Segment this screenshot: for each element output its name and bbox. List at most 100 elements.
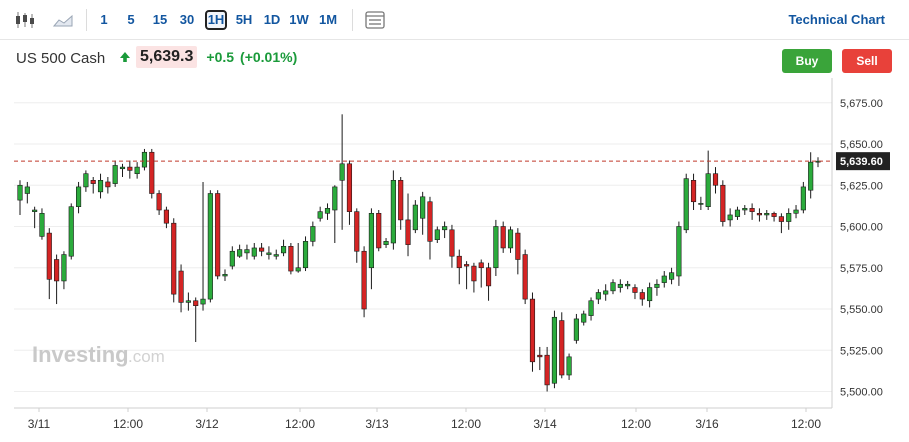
- candle: [127, 160, 133, 179]
- candle-body-up: [434, 229, 440, 241]
- candle-body-up: [581, 313, 587, 323]
- candle: [119, 163, 126, 177]
- candle: [244, 244, 250, 260]
- candle-body-down: [346, 163, 353, 212]
- interval-1mo[interactable]: 1M: [318, 12, 338, 27]
- interval-1d[interactable]: 1D: [263, 12, 281, 27]
- interval-15m[interactable]: 15: [152, 12, 168, 27]
- candle: [778, 213, 784, 234]
- candle: [266, 246, 272, 260]
- candle: [734, 206, 741, 220]
- candle: [75, 181, 82, 214]
- technical-chart-link[interactable]: Technical Chart: [788, 12, 885, 27]
- watermark-suffix: .com: [128, 347, 165, 366]
- candle-body-up: [244, 249, 250, 254]
- candle: [625, 280, 631, 290]
- candle: [390, 170, 396, 250]
- candle: [478, 259, 484, 288]
- candle: [566, 353, 572, 380]
- candle-body-up: [551, 316, 558, 384]
- interval-5m[interactable]: 5: [127, 12, 135, 27]
- interval-30m[interactable]: 30: [179, 12, 195, 27]
- candle: [581, 310, 587, 326]
- candle-body-down: [398, 180, 404, 221]
- y-tick-label: 5,550.00: [840, 304, 883, 316]
- candle-body-down: [127, 166, 133, 171]
- candle-body-down: [259, 247, 265, 252]
- candle: [405, 193, 411, 257]
- y-tick-label: 5,525.00: [840, 345, 883, 357]
- candle: [764, 210, 770, 220]
- candle-body-down: [46, 232, 52, 280]
- candle-body-down: [756, 213, 763, 216]
- candlestick-chart-icon[interactable]: [14, 10, 36, 30]
- candle-body-down: [632, 287, 638, 293]
- quote-header: US 500 Cash 5,639.3 +0.5 (+0.01%) Buy Se…: [0, 40, 909, 78]
- candle-body-up: [808, 161, 814, 191]
- candle: [288, 243, 294, 275]
- candle: [493, 219, 499, 276]
- candle: [46, 228, 52, 300]
- interval-1h[interactable]: 1H: [205, 10, 227, 30]
- candle-body-down: [215, 193, 221, 277]
- price-change: +0.5: [206, 49, 235, 65]
- price-chart[interactable]: Investing .com 5,675.00 5,650.00 5,625.00 5…: [0, 78, 909, 437]
- candle-body-down: [105, 181, 111, 188]
- y-tick-label: 5,500.00: [840, 387, 883, 399]
- candle: [83, 170, 89, 192]
- x-tick-label: 3/16: [695, 417, 719, 431]
- candle: [720, 180, 726, 227]
- candle-body-up: [625, 283, 631, 287]
- candle: [661, 271, 667, 288]
- candle: [756, 208, 763, 222]
- candle: [507, 226, 514, 253]
- candle-body-down: [171, 222, 177, 295]
- candle: [529, 292, 536, 372]
- candle: [215, 190, 221, 280]
- candle: [434, 226, 440, 243]
- y-tick-label: 5,675.00: [840, 98, 883, 110]
- candle: [712, 167, 719, 194]
- candle-body-up: [654, 283, 660, 288]
- indicators-panel-icon[interactable]: [364, 10, 386, 30]
- candle: [771, 211, 777, 222]
- candle: [464, 261, 470, 290]
- candle: [141, 148, 148, 171]
- x-tick-label: 12:00: [451, 417, 481, 431]
- candle: [749, 203, 755, 220]
- candle-body-down: [749, 208, 755, 212]
- candle: [61, 251, 67, 290]
- candle-body-up: [764, 213, 770, 216]
- candle-body-down: [720, 184, 726, 222]
- candle: [537, 346, 543, 371]
- candle-body-up: [339, 163, 345, 181]
- candle: [639, 289, 645, 306]
- sell-button[interactable]: Sell: [842, 49, 892, 73]
- candle-body-up: [17, 184, 23, 201]
- candle-body-down: [690, 180, 697, 203]
- candle: [346, 160, 353, 225]
- interval-1m[interactable]: 1: [100, 12, 108, 27]
- candle-body-up: [786, 213, 792, 222]
- candle-body-down: [464, 264, 470, 267]
- candle: [156, 190, 162, 215]
- candle-body-down: [354, 211, 360, 252]
- candle: [610, 279, 616, 295]
- candle: [339, 114, 345, 230]
- interval-1w[interactable]: 1W: [289, 12, 309, 27]
- candle-body-up: [317, 211, 323, 219]
- candle: [39, 208, 45, 240]
- candlestick-chart-svg[interactable]: Investing .com 5,675.00 5,650.00 5,625.00 5…: [0, 78, 909, 437]
- candle: [427, 196, 433, 260]
- candle: [647, 282, 653, 308]
- candle-body-up: [493, 226, 499, 269]
- candle: [317, 206, 323, 222]
- candle-body-up: [24, 186, 30, 194]
- last-price: 5,639.3: [136, 46, 198, 68]
- interval-5h[interactable]: 5H: [235, 12, 253, 27]
- candle-body-down: [54, 259, 60, 282]
- candle-body-up: [669, 272, 675, 280]
- buy-button[interactable]: Buy: [782, 49, 832, 73]
- area-chart-icon[interactable]: [52, 10, 74, 30]
- candle-body-up: [793, 209, 799, 214]
